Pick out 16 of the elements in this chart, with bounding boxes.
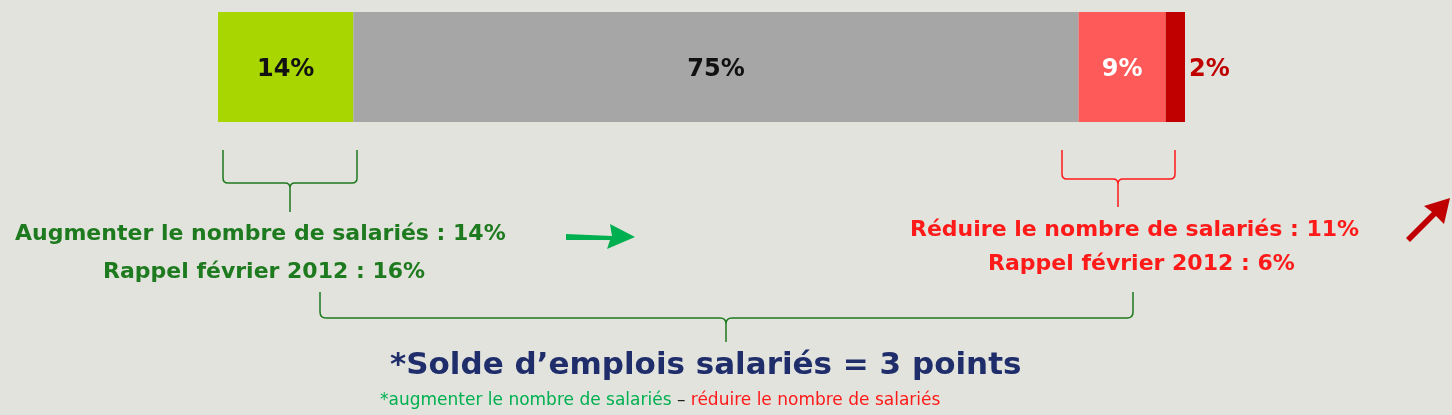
- bar: [353, 12, 1079, 122]
- bar: [1165, 12, 1185, 122]
- data-label: 14%: [256, 53, 315, 82]
- text: Réduire le nombre de salariés : 11%: [910, 216, 1360, 241]
- text: –: [675, 389, 687, 409]
- data-label: 75%: [687, 53, 745, 82]
- text: Rappel février 2012 : 16%: [103, 258, 426, 283]
- bar: [1078, 12, 1166, 122]
- text: *Solde d’emplois salariés = 3 points: [390, 345, 1022, 381]
- bar: [218, 12, 354, 122]
- data-label: 2%: [1189, 53, 1230, 82]
- data-label: 9%: [1101, 53, 1143, 82]
- text: Augmenter le nombre de salariés : 14%: [15, 220, 506, 245]
- text: Rappel février 2012 : 6%: [988, 250, 1295, 275]
- text: réduire le nombre de salariés: [690, 389, 941, 409]
- text: *augmenter le nombre de salariés: [380, 389, 672, 409]
